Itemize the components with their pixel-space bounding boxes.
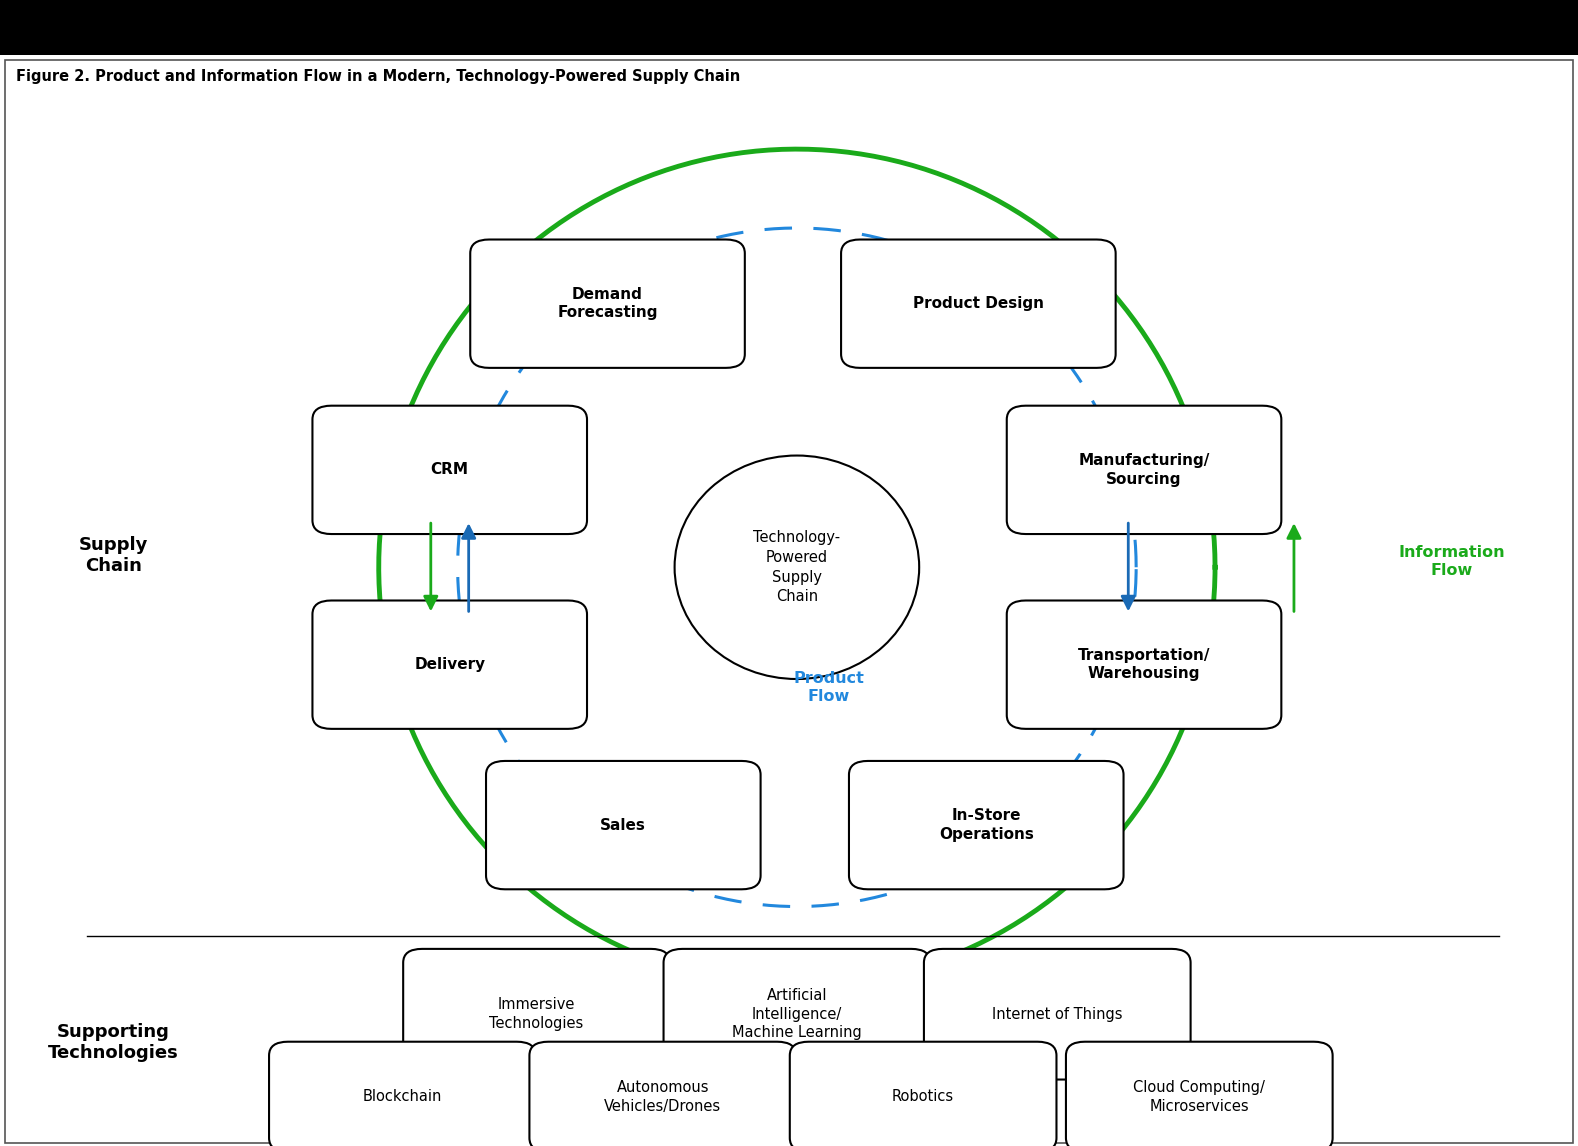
FancyBboxPatch shape: [404, 949, 669, 1080]
Text: Product Design: Product Design: [912, 296, 1045, 312]
FancyBboxPatch shape: [923, 949, 1190, 1080]
FancyBboxPatch shape: [841, 240, 1116, 368]
FancyBboxPatch shape: [663, 949, 929, 1080]
Text: Supporting
Technologies: Supporting Technologies: [49, 1023, 178, 1062]
Text: Robotics: Robotics: [892, 1089, 955, 1105]
Text: Supply
Chain: Supply Chain: [79, 536, 148, 575]
Text: Autonomous
Vehicles/Drones: Autonomous Vehicles/Drones: [604, 1080, 721, 1114]
FancyBboxPatch shape: [849, 761, 1124, 889]
Text: Blockchain: Blockchain: [363, 1089, 442, 1105]
Text: Delivery: Delivery: [413, 657, 486, 673]
Text: Transportation/
Warehousing: Transportation/ Warehousing: [1078, 647, 1210, 682]
Text: Information
Flow: Information Flow: [1398, 545, 1505, 578]
Text: Technology-
Powered
Supply
Chain: Technology- Powered Supply Chain: [753, 531, 841, 604]
FancyBboxPatch shape: [1067, 1042, 1332, 1146]
Text: Figure 2. Product and Information Flow in a Modern, Technology-Powered Supply Ch: Figure 2. Product and Information Flow i…: [16, 69, 740, 84]
FancyBboxPatch shape: [486, 761, 761, 889]
FancyBboxPatch shape: [529, 1042, 795, 1146]
Text: Artificial
Intelligence/
Machine Learning: Artificial Intelligence/ Machine Learnin…: [732, 988, 862, 1041]
Text: Internet of Things: Internet of Things: [993, 1006, 1122, 1022]
Text: CRM: CRM: [431, 462, 469, 478]
Bar: [0, 0, 1578, 55]
Text: Cloud Computing/
Microservices: Cloud Computing/ Microservices: [1133, 1080, 1266, 1114]
FancyBboxPatch shape: [312, 406, 587, 534]
Text: Manufacturing/
Sourcing: Manufacturing/ Sourcing: [1078, 453, 1210, 487]
FancyBboxPatch shape: [789, 1042, 1057, 1146]
Text: Sales: Sales: [600, 817, 647, 833]
FancyBboxPatch shape: [312, 601, 587, 729]
FancyBboxPatch shape: [1007, 406, 1281, 534]
Text: Product
Flow: Product Flow: [794, 672, 863, 704]
Text: Immersive
Technologies: Immersive Technologies: [489, 997, 584, 1031]
FancyBboxPatch shape: [268, 1042, 535, 1146]
Text: Demand
Forecasting: Demand Forecasting: [557, 286, 658, 321]
FancyBboxPatch shape: [1007, 601, 1281, 729]
FancyBboxPatch shape: [470, 240, 745, 368]
Text: In-Store
Operations: In-Store Operations: [939, 808, 1034, 842]
